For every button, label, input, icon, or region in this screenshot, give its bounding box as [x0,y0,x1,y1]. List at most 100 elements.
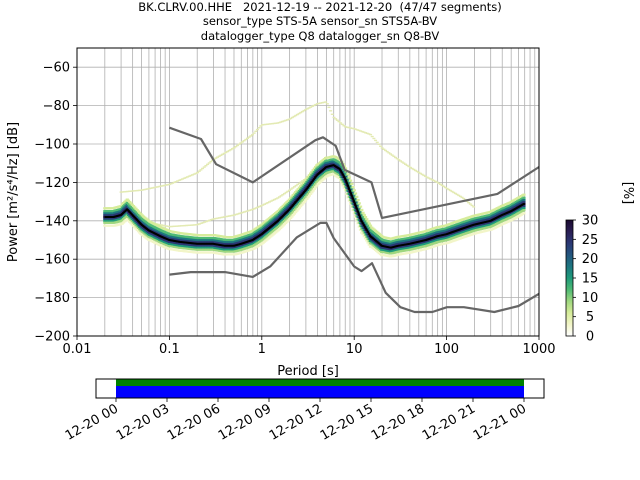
psd-cell-faint [250,134,254,136]
psd-cell-faint [256,206,260,208]
psd-cell [286,199,290,203]
y-tick-label: −140 [34,214,70,229]
psd-cell [134,210,138,214]
psd-cell-faint [340,123,344,126]
psd-cell-faint [152,186,156,189]
psd-cell-faint [176,180,180,182]
psd-cell-faint [184,176,188,179]
x-tick-label: 1 [258,342,266,357]
psd-cell-faint [259,205,263,207]
psd-cell-faint [430,179,434,181]
psd-cell-faint [247,136,251,138]
psd-cell-faint [460,196,464,199]
psd-cell-faint [189,224,193,226]
psd-cell-faint [350,127,354,130]
psd-cell-faint [389,153,393,155]
noise-model-line-nhnm [169,126,539,219]
psd-cell-faint [277,196,281,198]
psd-cell-faint [359,130,363,132]
psd-cell [332,173,336,176]
psd-cell [307,174,311,177]
psd-cell [138,211,142,214]
chart-title-line-2: sensor_type STS-5A sensor_sn STS5A-BV [202,14,438,28]
psd-cell [133,226,137,229]
psd-cell [314,182,318,185]
psd-cell-faint [337,120,341,123]
x-tick-label: 1000 [522,342,555,357]
psd-cell-faint [124,190,128,193]
psd-cell-faint [239,212,243,214]
psd-cell [277,224,282,228]
psd-cell-faint [287,118,291,121]
psd-cell-faint [211,218,215,220]
psd-cell-faint [174,180,178,183]
psd-cell-faint [299,181,303,183]
psd-cell [289,216,293,220]
psd-cell-faint [199,222,203,225]
psd-cell-faint [276,197,280,199]
psd-cell-faint [178,225,182,227]
psd-cell [297,206,302,209]
psd-cell [120,219,124,222]
psd-cell-faint [262,123,266,126]
psd-cell-faint [196,223,200,226]
x-axis-label: Period [s] [277,364,339,379]
psd-cell-faint [382,148,386,150]
psd-cell-faint [151,187,155,189]
psd-cell [128,201,132,204]
psd-cell-faint [428,178,432,180]
psd-cell-faint [297,112,301,115]
psd-cell-faint [231,148,235,150]
psd-cell [282,203,287,206]
psd-cell-faint [405,164,409,167]
psd-cell [131,205,136,208]
psd-cell [305,197,309,200]
psd-cell-faint [197,170,201,172]
psd-cell [260,223,264,226]
psd-cell-faint [302,109,306,112]
psd-cell-faint [131,190,135,192]
psd-cell [287,214,292,218]
psd-cell-faint [374,139,378,142]
psd-cell [305,194,309,197]
psd-cell [362,213,366,217]
psd-cell-faint [413,169,417,172]
psd-cell-faint [324,101,328,103]
psd-cell-faint [330,113,334,116]
psd-cell-faint [234,213,238,216]
psd-cell [125,198,129,201]
psd-cell [133,209,137,212]
psd-cell [304,199,308,202]
colorbar-tick-label: 15 [582,272,599,287]
psd-cell [522,200,526,203]
psd-cell-faint [425,176,429,178]
x-tick-label: 100 [434,342,459,357]
psd-cell-faint [122,191,126,193]
psd-cell-faint [243,211,247,213]
psd-cell-faint [171,182,175,184]
psd-cell-faint [126,190,130,193]
psd-cell [290,212,294,215]
psd-cell [135,209,139,212]
psd-cell-faint [272,198,276,201]
psd-cell-faint [188,224,192,226]
psd-cell-faint [310,105,314,108]
psd-cell-faint [435,181,439,183]
psd-cell [304,179,308,182]
psd-cell-faint [332,116,336,119]
psd-cell [292,212,297,215]
psd-cell [129,222,133,225]
psd-cell [357,202,361,205]
psd-cell [123,220,127,223]
psd-cell-faint [327,106,331,109]
psd-cell-faint [387,152,391,154]
psd-cell [124,215,128,219]
psd-cell [360,208,364,211]
psd-cell-faint [214,217,218,220]
psd-cell-faint [403,163,407,165]
psd-cell-faint [279,195,283,197]
psd-cell-faint [217,155,221,157]
psd-cell [343,167,348,170]
psd-cell-faint [134,189,138,192]
psd-cell-faint [284,119,288,122]
